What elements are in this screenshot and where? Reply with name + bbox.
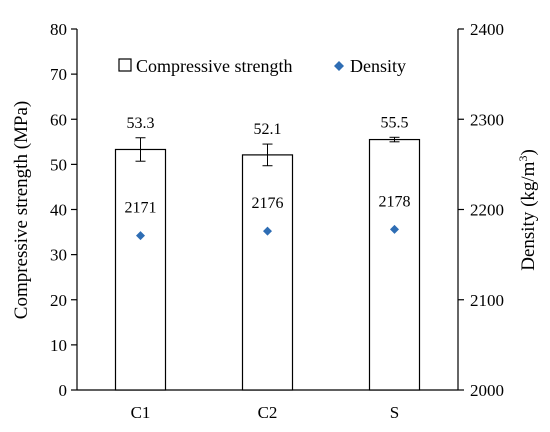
right-axis-ticks: 2000 2100 2200 2300 2400 (458, 20, 504, 400)
bar-data-label: 55.5 (381, 114, 409, 131)
bar (241, 154, 294, 391)
density-data-label: 2176 (252, 195, 284, 212)
bar-data-label: 52.1 (254, 121, 282, 138)
y2-axis-title-sup: 3 (516, 156, 530, 162)
y2-axis-title-tail: ) (518, 149, 539, 155)
legend-bar-swatch (118, 58, 132, 72)
y-tick-label: 60 (50, 110, 67, 129)
legend-label-compressive-strength: Compressive strength (136, 56, 292, 76)
y-tick-label: 40 (50, 201, 67, 220)
bar (114, 148, 167, 391)
y2-tick-label: 2300 (470, 110, 504, 129)
density-data-label: 2171 (125, 200, 157, 217)
legend: Compressive strength Density (118, 56, 406, 76)
legend-diamond-swatch (334, 61, 344, 71)
bar-series: 53.3 52.1 55.5 (114, 114, 421, 391)
y2-tick-label: 2100 (470, 291, 504, 310)
category-labels: C1 C2 S (131, 403, 400, 422)
y-tick-label: 0 (59, 381, 68, 400)
y-tick-label: 10 (50, 336, 67, 355)
y2-tick-label: 2000 (470, 381, 504, 400)
bar (368, 138, 421, 391)
density-data-label: 2178 (379, 193, 411, 210)
density-point (390, 224, 399, 234)
legend-label-density: Density (350, 56, 406, 76)
y-tick-label: 20 (50, 291, 67, 310)
y-tick-label: 50 (50, 155, 67, 174)
y2-axis-title-main: Density (kg/m (518, 161, 539, 270)
y2-tick-label: 2200 (470, 201, 504, 220)
x-tick-label: C1 (131, 403, 151, 422)
bar-data-label: 53.3 (127, 115, 155, 132)
y-tick-label: 70 (50, 65, 67, 84)
x-tick-label: C2 (258, 403, 278, 422)
y2-tick-label: 2400 (470, 20, 504, 39)
y-axis-title: Compressive strength (MPa) (11, 101, 32, 319)
error-bar-series (135, 136, 400, 167)
y-tick-label: 80 (50, 20, 67, 39)
y-tick-label: 30 (50, 246, 67, 265)
density-point (263, 226, 272, 236)
density-point (136, 231, 145, 241)
left-axis-ticks: 0 10 20 30 40 50 60 70 80 (50, 20, 77, 400)
y2-axis-title: Density (kg/m3) (516, 149, 539, 271)
x-tick-label: S (390, 403, 399, 422)
density-series: 2171 2176 2178 (125, 193, 411, 241)
